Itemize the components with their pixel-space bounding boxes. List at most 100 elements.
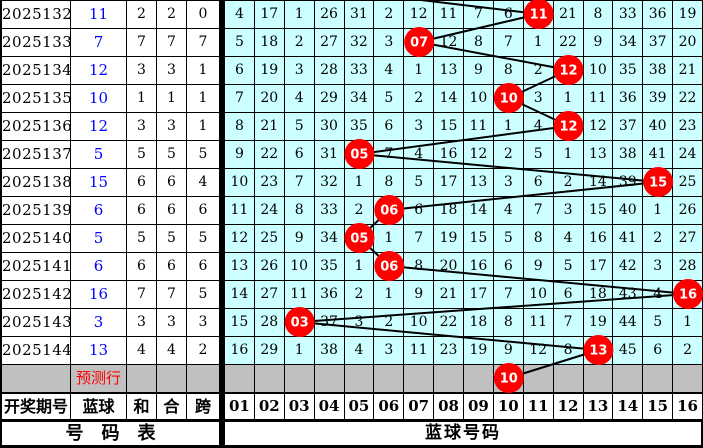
miss-count-cell: 4 <box>344 337 374 364</box>
miss-count-cell: 22 <box>553 29 583 56</box>
sum-cell: 6 <box>127 197 156 224</box>
miss-count-cell: 3 <box>493 169 523 196</box>
miss-count-cell: 2 <box>344 197 374 224</box>
prediction-row-label: 预测行 <box>71 365 126 392</box>
miss-count-cell: 7 <box>374 141 404 168</box>
miss-count-cell: 17 <box>583 253 613 280</box>
miss-count-cell: 36 <box>314 281 344 308</box>
prediction-grid-cell <box>314 365 344 392</box>
combo-cell: 4 <box>157 337 186 364</box>
miss-count-cell: 11 <box>583 85 613 112</box>
miss-count-cell: 2 <box>493 141 523 168</box>
combo-cell: 1 <box>157 85 186 112</box>
span-cell: 6 <box>187 253 219 280</box>
miss-count-cell: 1 <box>284 1 314 28</box>
grid-header-cell: 03 <box>284 394 314 419</box>
grid-footer-label: 蓝球号码 <box>225 422 701 445</box>
prediction-empty-cell <box>127 365 156 392</box>
prediction-grid-cell <box>404 365 434 392</box>
miss-count-cell: 9 <box>284 225 314 252</box>
miss-count-cell: 8 <box>493 57 523 84</box>
span-cell: 0 <box>187 1 219 28</box>
miss-count-cell: 2 <box>523 57 553 84</box>
blue-ball-cell: 16 <box>71 281 126 308</box>
miss-count-cell: 16 <box>225 337 254 364</box>
miss-count-cell <box>374 253 404 280</box>
sum-cell: 4 <box>127 337 156 364</box>
span-cell: 5 <box>187 225 219 252</box>
prediction-empty-cell <box>157 365 186 392</box>
prediction-grid-cell <box>464 365 493 392</box>
miss-count-cell: 1 <box>404 57 434 84</box>
miss-count-cell: 23 <box>434 337 463 364</box>
prediction-grid-cell <box>493 365 523 392</box>
miss-count-cell: 19 <box>464 337 493 364</box>
period-cell: 2025138 <box>2 169 72 196</box>
miss-count-cell: 2 <box>344 281 374 308</box>
miss-count-cell: 1 <box>673 309 702 336</box>
miss-count-cell: 5 <box>553 253 583 280</box>
period-cell: 2025135 <box>2 85 72 112</box>
miss-count-cell: 38 <box>314 337 344 364</box>
combo-cell: 6 <box>157 169 186 196</box>
prediction-grid-cell <box>374 365 404 392</box>
sum-cell: 1 <box>127 85 156 112</box>
miss-count-cell: 19 <box>673 1 702 28</box>
prediction-grid-cell <box>225 365 254 392</box>
miss-count-cell: 6 <box>374 113 404 140</box>
span-cell: 2 <box>187 337 219 364</box>
miss-count-cell: 8 <box>225 113 254 140</box>
miss-count-cell: 8 <box>583 1 613 28</box>
miss-count-cell: 26 <box>254 253 284 280</box>
miss-count-cell: 21 <box>254 113 284 140</box>
combo-cell: 6 <box>157 197 186 224</box>
combo-cell: 3 <box>157 113 186 140</box>
miss-count-cell: 9 <box>583 29 613 56</box>
miss-count-cell: 7 <box>404 225 434 252</box>
miss-count-cell: 21 <box>673 57 702 84</box>
left-header-cell: 跨 <box>187 394 219 419</box>
blue-ball-cell: 6 <box>71 197 126 224</box>
miss-count-cell: 6 <box>553 281 583 308</box>
combo-cell: 7 <box>157 281 186 308</box>
miss-count-cell: 1 <box>284 337 314 364</box>
period-cell: 2025136 <box>2 113 72 140</box>
period-cell: 2025139 <box>2 197 72 224</box>
left-header-cell: 和 <box>127 394 156 419</box>
combo-cell: 3 <box>157 57 186 84</box>
left-header-cell: 蓝球 <box>71 394 126 419</box>
miss-count-cell <box>404 29 434 56</box>
miss-count-cell: 38 <box>613 141 643 168</box>
miss-count-cell: 33 <box>613 1 643 28</box>
miss-count-cell: 22 <box>434 309 463 336</box>
prediction-grid-cell <box>254 365 284 392</box>
miss-count-cell: 4 <box>284 85 314 112</box>
miss-count-cell: 16 <box>583 225 613 252</box>
miss-count-cell: 27 <box>314 29 344 56</box>
miss-count-cell: 1 <box>643 197 673 224</box>
blue-ball-cell: 6 <box>71 253 126 280</box>
blue-ball-cell: 12 <box>71 57 126 84</box>
period-cell: 2025134 <box>2 57 72 84</box>
miss-count-cell: 3 <box>284 57 314 84</box>
miss-count-cell: 7 <box>284 169 314 196</box>
miss-count-cell: 8 <box>404 253 434 280</box>
period-cell: 2025141 <box>2 253 72 280</box>
miss-count-cell: 10 <box>523 281 553 308</box>
miss-count-cell: 1 <box>523 29 553 56</box>
prediction-empty-cell <box>2 365 70 392</box>
miss-count-cell: 10 <box>404 309 434 336</box>
miss-count-cell: 2 <box>673 337 702 364</box>
miss-count-cell: 24 <box>254 197 284 224</box>
blue-ball-cell: 7 <box>71 29 126 56</box>
prediction-grid-cell <box>434 365 463 392</box>
miss-count-cell: 8 <box>284 197 314 224</box>
blue-ball-cell: 5 <box>71 141 126 168</box>
miss-count-cell: 3 <box>374 337 404 364</box>
grid-header-cell: 09 <box>464 394 493 419</box>
miss-count-cell: 4 <box>225 1 254 28</box>
miss-count-cell: 10 <box>225 169 254 196</box>
prediction-grid-cell <box>553 365 583 392</box>
miss-count-cell: 28 <box>254 309 284 336</box>
miss-count-cell: 12 <box>434 29 463 56</box>
